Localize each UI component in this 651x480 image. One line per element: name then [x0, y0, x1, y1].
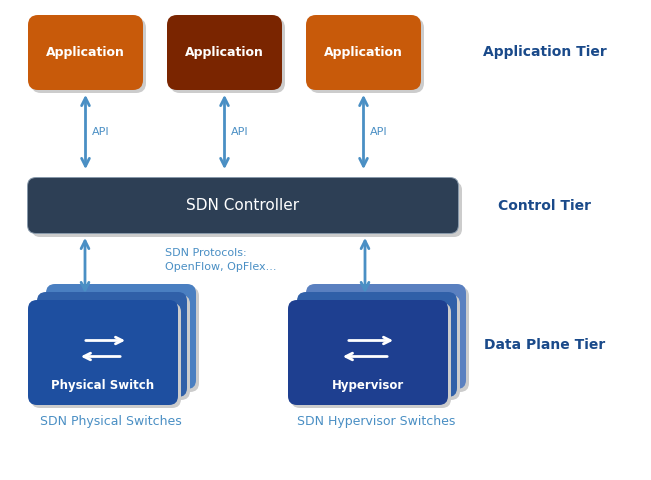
FancyBboxPatch shape: [46, 284, 196, 389]
Text: API: API: [92, 127, 109, 137]
FancyBboxPatch shape: [32, 182, 462, 237]
FancyBboxPatch shape: [40, 295, 190, 400]
FancyBboxPatch shape: [288, 300, 448, 405]
FancyBboxPatch shape: [309, 287, 469, 392]
Text: SDN Controller: SDN Controller: [186, 198, 299, 213]
FancyBboxPatch shape: [31, 18, 146, 93]
Text: SDN Hypervisor Switches: SDN Hypervisor Switches: [297, 416, 455, 429]
Text: Hypervisor: Hypervisor: [332, 379, 404, 392]
Text: API: API: [230, 127, 248, 137]
Text: Control Tier: Control Tier: [499, 199, 592, 213]
FancyBboxPatch shape: [28, 300, 178, 405]
FancyBboxPatch shape: [28, 15, 143, 90]
FancyBboxPatch shape: [31, 303, 181, 408]
FancyBboxPatch shape: [306, 15, 421, 90]
FancyBboxPatch shape: [49, 287, 199, 392]
Text: Application: Application: [324, 46, 403, 59]
Text: SDN Physical Switches: SDN Physical Switches: [40, 416, 182, 429]
FancyBboxPatch shape: [297, 292, 457, 397]
Text: Data Plane Tier: Data Plane Tier: [484, 338, 605, 352]
Text: Physical Switch: Physical Switch: [51, 379, 154, 392]
FancyBboxPatch shape: [306, 284, 466, 389]
FancyBboxPatch shape: [170, 18, 285, 93]
FancyBboxPatch shape: [300, 295, 460, 400]
Text: SDN Protocols:
OpenFlow, OpFlex...: SDN Protocols: OpenFlow, OpFlex...: [165, 249, 277, 273]
Text: Application Tier: Application Tier: [483, 45, 607, 59]
FancyBboxPatch shape: [167, 15, 282, 90]
FancyBboxPatch shape: [27, 177, 459, 234]
FancyBboxPatch shape: [28, 178, 458, 233]
Text: Application: Application: [46, 46, 125, 59]
Text: API: API: [370, 127, 387, 137]
FancyBboxPatch shape: [291, 303, 451, 408]
FancyBboxPatch shape: [37, 292, 187, 397]
FancyBboxPatch shape: [309, 18, 424, 93]
Text: Application: Application: [185, 46, 264, 59]
